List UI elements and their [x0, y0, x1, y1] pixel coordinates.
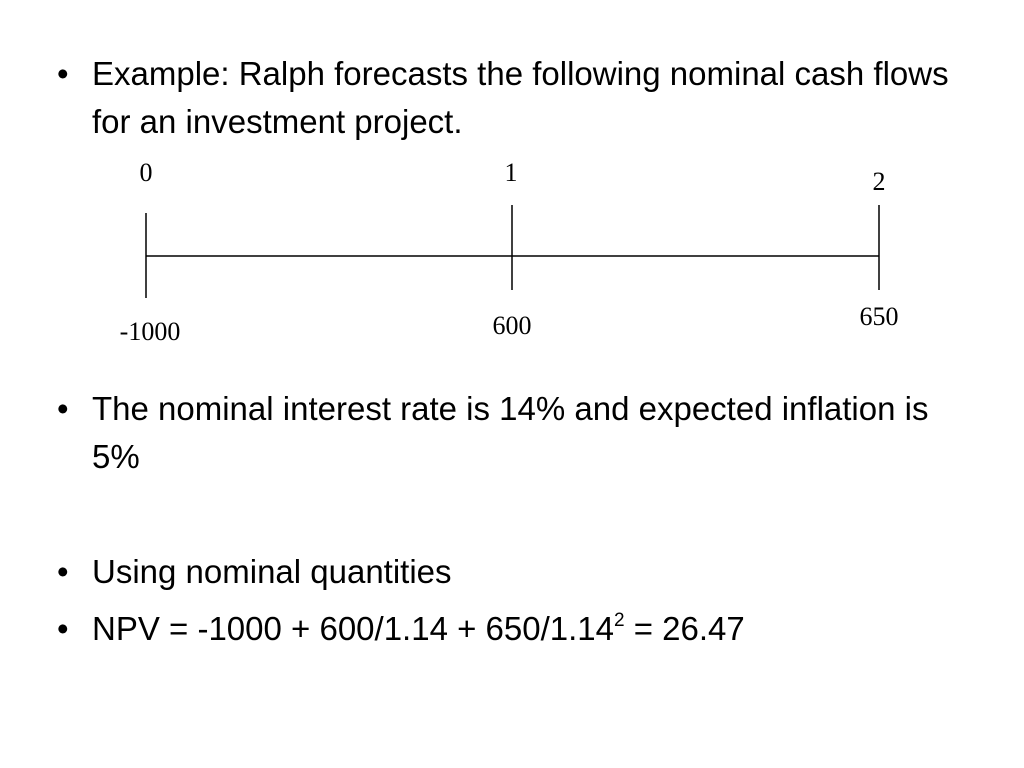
bullet-marker: • — [57, 553, 69, 590]
bullet-marker: • — [57, 610, 69, 647]
bullet-nominal-quantities: • Using nominal quantities — [57, 548, 957, 596]
npv-formula-result: = 26.47 — [624, 610, 745, 647]
cash-flow-2: 650 — [860, 302, 899, 331]
bullet-text-interest-rate: The nominal interest rate is 14% and exp… — [92, 390, 929, 475]
period-label-0: 0 — [140, 158, 153, 187]
period-label-1: 1 — [505, 158, 518, 187]
cash-flow-0: -1000 — [120, 317, 181, 346]
npv-formula-exponent: 2 — [614, 610, 625, 631]
bullet-example: • Example: Ralph forecasts the following… — [57, 50, 957, 146]
bullet-npv-formula: • NPV = -1000 + 600/1.14 + 650/1.142 = 2… — [57, 605, 957, 653]
bullet-interest-rate: • The nominal interest rate is 14% and e… — [57, 385, 957, 481]
period-label-2: 2 — [873, 167, 886, 196]
bullet-marker: • — [57, 390, 69, 427]
bullet-marker: • — [57, 55, 69, 92]
bullet-text-example: Example: Ralph forecasts the following n… — [92, 55, 949, 140]
cash-flow-1: 600 — [493, 311, 532, 340]
bullet-text-nominal-quantities: Using nominal quantities — [92, 553, 452, 590]
npv-formula-main: NPV = -1000 + 600/1.14 + 650/1.14 — [92, 610, 614, 647]
npv-formula: NPV = -1000 + 600/1.14 + 650/1.142 = 26.… — [92, 605, 957, 653]
